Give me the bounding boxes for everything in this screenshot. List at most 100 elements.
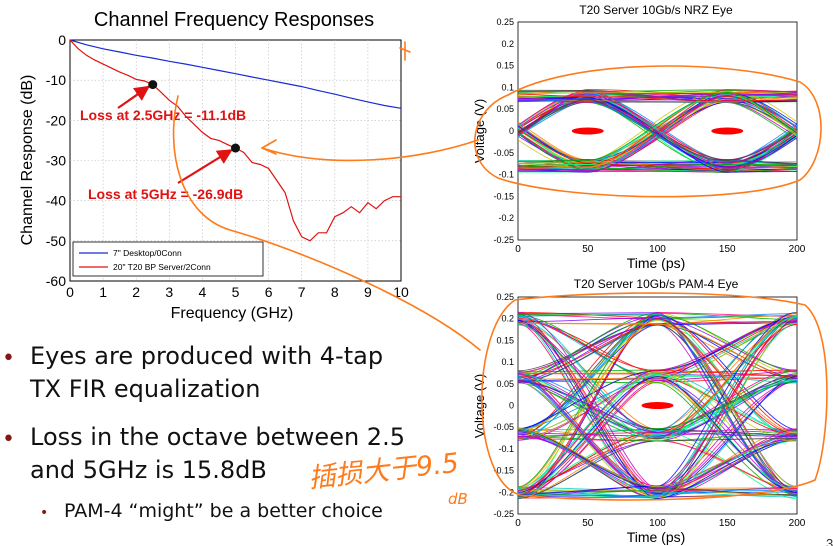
eye-y-tick-label: -0.25 — [493, 509, 514, 519]
eye-trace — [518, 99, 797, 165]
eye-y-tick-label: 0.2 — [501, 39, 514, 49]
x-tick-label: 10 — [393, 284, 409, 300]
eye-trace — [518, 372, 797, 438]
legend-entry-desktop: 7" Desktop/0Conn — [113, 248, 182, 258]
annotation-point — [231, 143, 240, 153]
eye-trace — [518, 378, 797, 495]
eye-y-tick-label: 0.1 — [501, 357, 514, 367]
eye-trace — [518, 95, 797, 164]
eye-trace — [518, 97, 797, 171]
bullet-list: • Eyes are produced with 4-tap TX FIR eq… — [2, 342, 405, 522]
eye-trace — [518, 378, 797, 490]
eye-y-tick-label: 0.25 — [496, 17, 514, 27]
y-tick-label: 0 — [58, 32, 66, 48]
eye-trace — [518, 320, 797, 492]
eye-trace — [518, 376, 797, 493]
pam4-x-axis-label: Time (ps) — [627, 529, 686, 545]
eye-trace — [518, 92, 797, 162]
ink-cursor-mark — [399, 41, 411, 61]
page-number: 3 — [826, 536, 833, 546]
eye-y-tick-label: -0.05 — [493, 422, 514, 432]
ink-circle-pam4 — [481, 292, 828, 501]
eye-trace — [518, 324, 797, 498]
chart-title: Channel Frequency Responses — [94, 9, 374, 31]
eye-y-tick-label: 0.05 — [496, 104, 514, 114]
eye-trace — [518, 96, 797, 170]
eye-trace — [518, 324, 797, 492]
x-tick-label: 9 — [364, 284, 372, 300]
eye-x-tick-label: 150 — [719, 244, 736, 255]
eye-trace — [518, 381, 797, 439]
eye-trace — [518, 89, 797, 170]
eye-trace — [518, 317, 797, 439]
annotation-point — [148, 80, 158, 90]
eye-trace — [518, 312, 797, 498]
eye-trace — [518, 316, 797, 499]
series-line-desktop — [69, 39, 402, 109]
eye-trace — [518, 381, 797, 491]
eye-y-tick-label: 0.25 — [496, 292, 514, 302]
sub-bullet-dot: • — [40, 505, 48, 521]
eye-trace — [518, 311, 797, 495]
pam4-y-axis-label: Voltage (V) — [472, 374, 487, 438]
eye-trace — [518, 322, 797, 434]
eye-y-tick-label: 0.15 — [496, 61, 514, 71]
y-tick-label: -40 — [46, 193, 66, 209]
y-tick-label: -10 — [46, 72, 66, 88]
eye-trace — [518, 324, 797, 493]
annotation-label: Loss at 5GHz = -26.9dB — [88, 186, 243, 202]
eye-y-tick-label: 0 — [509, 126, 514, 136]
y-tick-label: -50 — [46, 233, 66, 249]
eye-trace — [518, 318, 797, 496]
eye-trace — [518, 371, 797, 498]
eye-x-tick-label: 100 — [649, 518, 666, 529]
eye-y-tick-label: -0.15 — [493, 466, 514, 476]
eye-trace — [518, 100, 797, 137]
handwritten-note: 插损大于9.5 dB — [307, 448, 468, 508]
bullet-2-line-2: and 5GHz is 15.8dB — [30, 456, 267, 484]
eye-x-tick-label: 50 — [582, 244, 594, 255]
nrz-eye-title: T20 Server 10Gb/s NRZ Eye — [579, 3, 733, 17]
eye-y-tick-label: -0.1 — [498, 170, 514, 180]
eye-center-marker — [641, 402, 674, 409]
ink-annotations — [172, 41, 828, 501]
eye-trace — [518, 429, 797, 498]
pam4-eye-chart: T20 Server 10Gb/s PAM-4 Eye 0 50 100 150 200… — [472, 277, 806, 545]
eye-trace — [518, 372, 797, 492]
eye-trace — [518, 317, 797, 490]
bullet-dot: • — [2, 346, 15, 371]
x-tick-label: 0 — [66, 284, 74, 300]
legend: 7" Desktop/0Conn 20" T20 BP Server/2Conn — [72, 241, 264, 277]
eye-trace — [518, 311, 797, 489]
y-tick-label: -60 — [46, 273, 66, 289]
eye-x-tick-label: 200 — [789, 518, 806, 529]
eye-trace — [518, 315, 797, 491]
eye-trace — [518, 323, 797, 433]
legend-entry-server: 20" T20 BP Server/2Conn — [113, 262, 211, 272]
eye-y-tick-label: -0.05 — [493, 148, 514, 158]
eye-trace — [518, 312, 797, 377]
eye-trace — [518, 313, 797, 496]
eye-x-tick-label: 0 — [515, 518, 521, 529]
x-tick-label: 4 — [199, 284, 207, 300]
y-tick-label: -20 — [46, 112, 66, 128]
eye-y-tick-label: 0.05 — [496, 379, 514, 389]
y-tick-label: -30 — [46, 153, 66, 169]
eye-y-tick-label: -0.1 — [498, 444, 514, 454]
eye-y-tick-label: 0.15 — [496, 335, 514, 345]
bullet-1-line-1: Eyes are produced with 4-tap — [30, 342, 383, 370]
eye-x-tick-label: 200 — [789, 244, 806, 255]
annotation-label: Loss at 2.5GHz = -11.1dB — [80, 107, 246, 123]
nrz-x-axis-label: Time (ps) — [627, 255, 686, 271]
eye-y-tick-label: -0.25 — [493, 235, 514, 245]
annotation-arrow — [177, 149, 233, 184]
ink-arrow-nrz — [261, 139, 479, 162]
x-tick-label: 3 — [165, 284, 173, 300]
x-tick-label: 1 — [99, 284, 107, 300]
pam4-eye-title: T20 Server 10Gb/s PAM-4 Eye — [574, 277, 739, 291]
eye-trace — [518, 381, 797, 438]
eye-center-marker — [571, 127, 604, 135]
eye-trace — [518, 93, 797, 102]
handwritten-unit: dB — [448, 490, 468, 508]
eye-y-tick-label: -0.2 — [498, 213, 514, 223]
